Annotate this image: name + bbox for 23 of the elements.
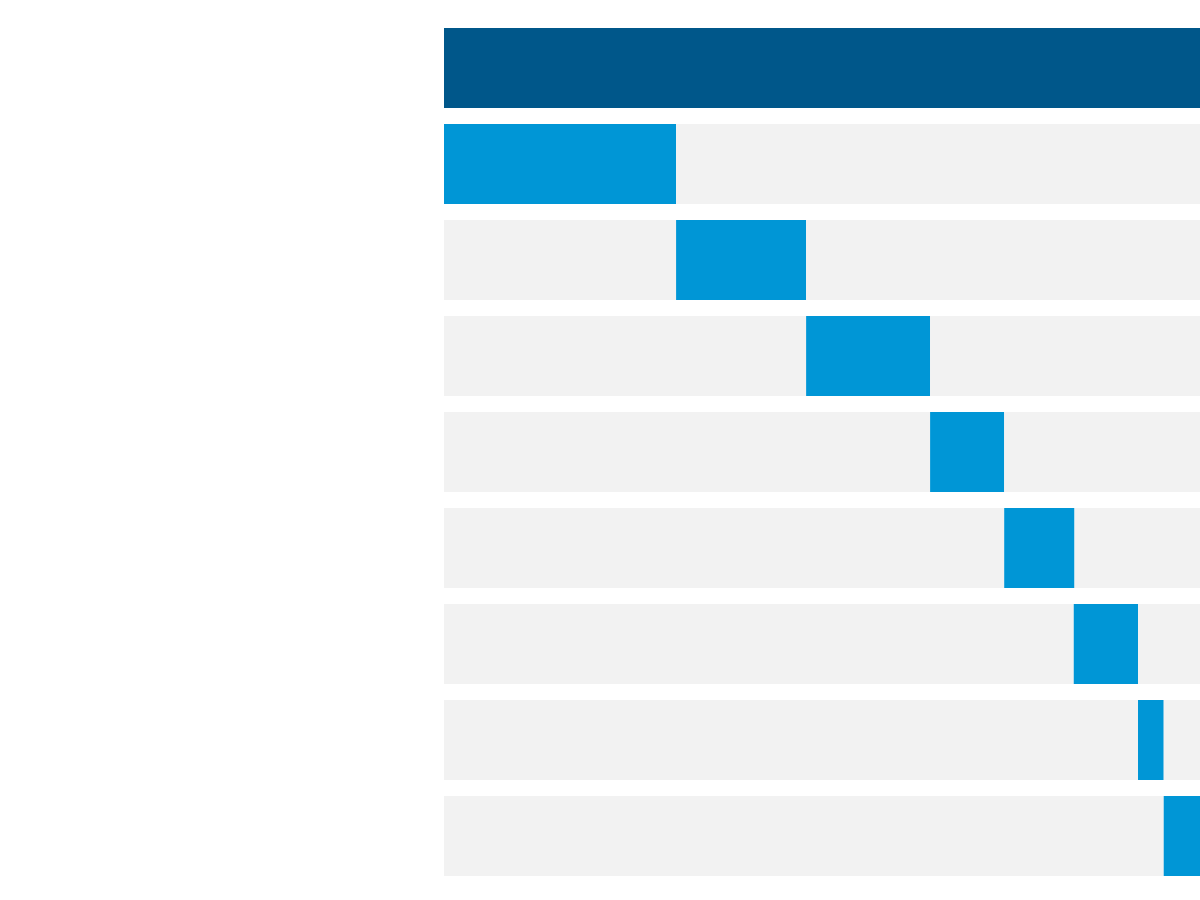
bar: [444, 124, 677, 204]
bar: [1004, 412, 1200, 492]
bar: [1138, 700, 1164, 780]
bar: [676, 220, 807, 300]
bar: [444, 796, 1164, 876]
bar: [1163, 796, 1200, 876]
bar: [444, 316, 807, 396]
bar: [444, 604, 1074, 684]
bar: [676, 124, 1200, 204]
bar: [444, 220, 677, 300]
bar: [444, 412, 931, 492]
bar: [806, 220, 1200, 300]
bar: [1163, 700, 1200, 780]
bar: [1004, 508, 1075, 588]
bar: [444, 508, 1005, 588]
bar: [930, 316, 1200, 396]
bar: [1073, 604, 1139, 684]
bar: [1074, 508, 1200, 588]
bar: [1138, 604, 1200, 684]
bar: [444, 28, 1200, 108]
bar: [930, 412, 1005, 492]
bar: [806, 316, 931, 396]
bar: [444, 700, 1139, 780]
